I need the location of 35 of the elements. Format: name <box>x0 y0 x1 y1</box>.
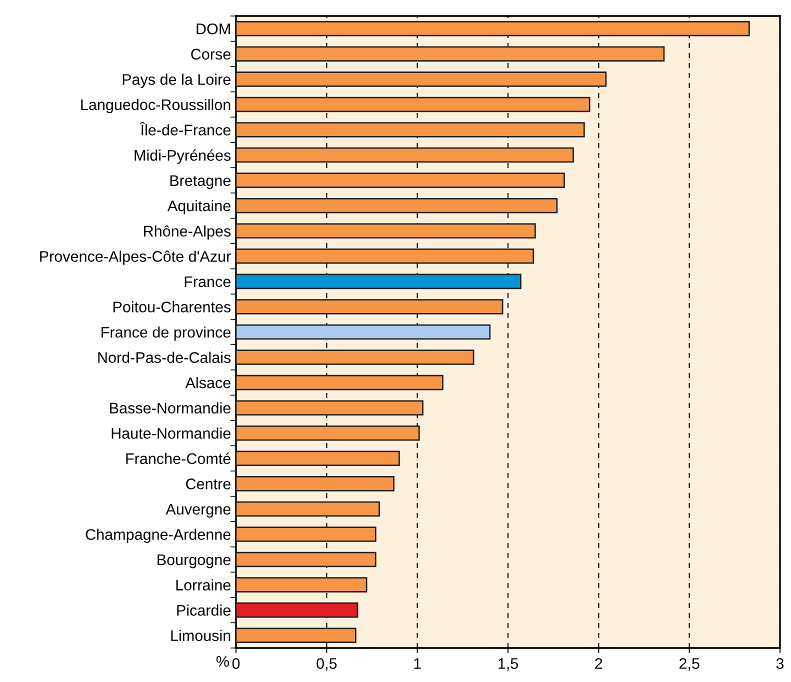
x-tick-label: 2,5 <box>679 658 700 671</box>
y-tick-label: DOM <box>196 24 230 34</box>
x-tick-label: 0 <box>232 658 240 669</box>
y-tick-label: Haute-Normandie <box>112 428 230 439</box>
bar <box>236 172 565 188</box>
y-tick-label: France de province <box>102 326 230 341</box>
y-tick-label: Auvergne <box>166 504 230 518</box>
y-tick-label: Nord-Pas-de-Calais <box>98 352 231 363</box>
x-tick-label: 0,5 <box>316 658 337 671</box>
y-tick-label: Alsace <box>185 377 230 388</box>
y-tick-label: Champagne-Ardenne <box>86 528 230 543</box>
x-tick-label: 2 <box>595 658 602 669</box>
y-tick-label: Languedoc-Roussillon <box>81 98 230 114</box>
y-tick-label: Picardie <box>177 604 230 616</box>
y-tick-label: Centre <box>186 478 230 490</box>
y-tick-label: France <box>184 276 230 288</box>
x-axis-title: % <box>216 656 229 667</box>
x-tick-label: 1,5 <box>498 658 518 671</box>
y-tick-label: Pays de la Loire <box>122 74 230 88</box>
y-tick-label: Poitou-Charentes <box>114 301 231 312</box>
y-tick-label: Bourgogne <box>158 554 230 568</box>
y-tick-label: Midi-Pyrénées <box>134 149 231 164</box>
y-tick-label: Provence-Alpes-Côte d'Azur <box>40 250 231 265</box>
y-tick-label: Rhône-Alpes <box>144 225 231 240</box>
y-tick-label: Franche-Comté <box>126 452 230 464</box>
y-tick-label: Lorraine <box>176 579 230 590</box>
y-tick-label: Limousin <box>171 630 230 642</box>
y-tick-label: Aquitaine <box>167 200 230 214</box>
y-tick-label: Île-de-France <box>140 122 230 136</box>
x-tick-label: 1 <box>414 658 421 669</box>
bar <box>236 223 536 239</box>
y-tick-label: Basse-Normandie <box>110 402 230 414</box>
y-tick-label: Bretagne <box>170 175 230 190</box>
x-tick-label: 3 <box>776 658 784 669</box>
y-tick-label: Corse <box>191 48 230 60</box>
